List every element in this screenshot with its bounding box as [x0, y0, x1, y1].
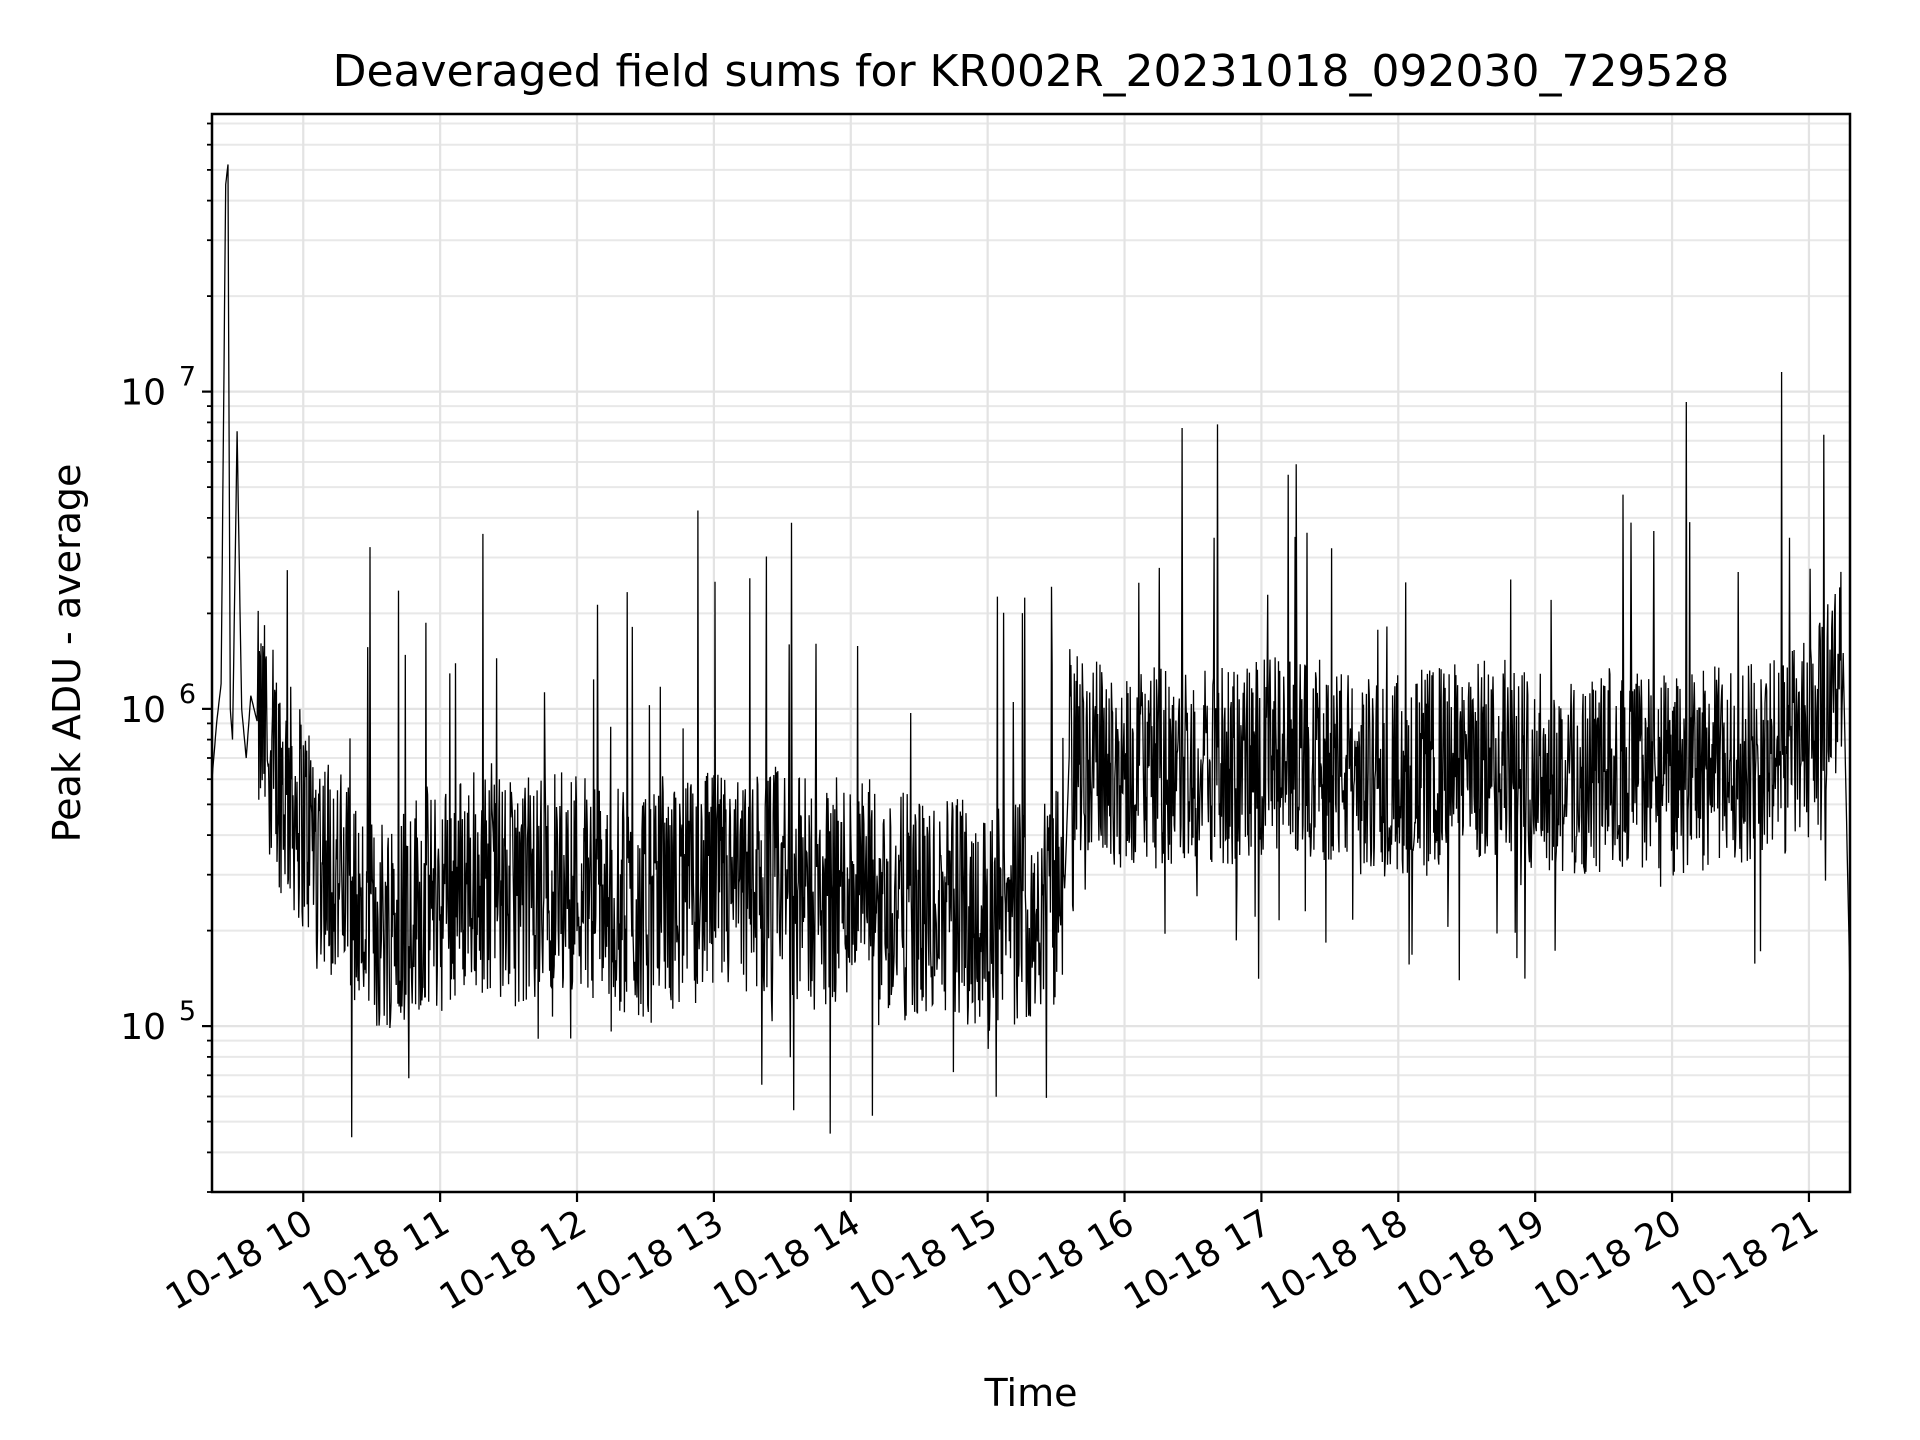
- y-tick-exponent: 6: [179, 679, 196, 710]
- y-tick-label: 10: [120, 373, 166, 414]
- y-tick-exponent: 7: [179, 362, 196, 393]
- y-tick-exponent: 5: [179, 996, 196, 1027]
- y-tick-label: 10: [120, 690, 166, 731]
- plot-frame: [210, 112, 1852, 1194]
- series-line: [211, 164, 1851, 1138]
- x-axis-label: Time: [984, 1371, 1078, 1415]
- series-layer: [211, 164, 1851, 1138]
- chart-title: Deaveraged field sums for KR002R_2023101…: [333, 46, 1730, 97]
- y-tick-label: 10: [120, 1007, 166, 1048]
- y-axis: 10 5 10 6 10 7: [120, 122, 212, 1193]
- y-axis-label: Peak ADU - average: [45, 464, 89, 843]
